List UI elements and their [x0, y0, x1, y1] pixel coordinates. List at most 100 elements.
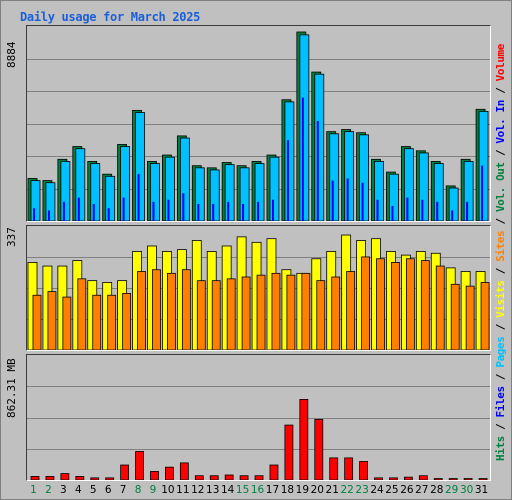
pages-bar [271, 199, 274, 221]
volume-bar [329, 457, 339, 480]
volume-bar [269, 464, 279, 480]
x-tick-label: 5 [89, 484, 97, 496]
files-bar [30, 180, 41, 221]
x-tick-label: 20 [310, 484, 324, 496]
files-bar [75, 148, 86, 221]
volume-bar [60, 473, 70, 480]
volume-bar [209, 475, 219, 480]
volume-bar [403, 476, 413, 480]
pages-bar [361, 182, 364, 221]
hits-axis-max-label: 8884 [5, 41, 18, 69]
sites-bar [480, 282, 490, 350]
sites-bar [331, 276, 341, 350]
pages-bar [346, 178, 349, 221]
legend-item: Files [494, 386, 507, 418]
x-tick-label: 15 [235, 484, 250, 496]
hits-files-pages-plot [27, 31, 490, 221]
x-tick-label: 31 [474, 484, 489, 496]
x-axis-day-labels: 1 2 3 4 5 6 7 8 9 10 11 12 13 14 15 16 17 18 19 20 21 22 23 24 2… [26, 484, 491, 498]
volume-bar [344, 457, 354, 480]
pages-bar [406, 197, 409, 221]
x-tick-label: 7 [119, 484, 127, 496]
legend-item: Visits [494, 281, 507, 319]
sites-bar [122, 293, 132, 350]
x-tick-label: 27 [415, 484, 429, 496]
files-bar [299, 34, 310, 221]
x-tick-label: 13 [206, 484, 220, 496]
files-bar [150, 163, 160, 221]
files-bar [165, 156, 175, 221]
legend-separator: / [494, 417, 507, 437]
x-tick-label: 25 [385, 484, 399, 496]
x-tick-label: 28 [430, 484, 444, 496]
files-bar [389, 173, 399, 221]
pages-bar [182, 193, 185, 221]
files-bar [284, 101, 295, 221]
x-tick-label: 22 [340, 484, 354, 496]
sites-bar [47, 291, 57, 350]
volume-bar [284, 424, 294, 480]
sites-bar [62, 296, 72, 350]
sites-bar [301, 272, 311, 350]
files-bar [90, 163, 101, 221]
files-bar [239, 167, 250, 221]
sites-bar [435, 265, 445, 350]
volume-bar [433, 478, 443, 480]
sites-bar [256, 274, 266, 350]
pages-bar [316, 121, 319, 221]
x-tick-label: 19 [295, 484, 310, 496]
files-bar [433, 163, 444, 221]
sites-bar [152, 269, 161, 350]
legend-separator: / [494, 212, 507, 232]
sites-bar [450, 283, 460, 350]
volume-bar [374, 477, 383, 480]
x-tick-label: 23 [355, 484, 369, 496]
x-tick-label: 12 [191, 484, 205, 496]
files-bar [45, 182, 56, 221]
chart-legend: Hits / Files / Pages / Visits / Sites / … [494, 25, 512, 481]
volume-bar [75, 476, 85, 480]
volume-bar [314, 418, 324, 480]
pages-bar [167, 199, 170, 221]
sites-bar [137, 271, 146, 350]
x-tick-label: 29 [445, 484, 459, 496]
files-bar [254, 163, 265, 221]
x-tick-label: 26 [400, 484, 414, 496]
volume-bar [389, 477, 398, 480]
legend-item: Volume [494, 44, 507, 82]
x-tick-label: 3 [60, 484, 67, 496]
pages-bar [107, 208, 110, 221]
files-bar [224, 164, 235, 221]
sites-bar [405, 258, 415, 350]
sites-bar [346, 271, 356, 350]
pages-bar [391, 206, 394, 221]
sites-bar [107, 294, 117, 350]
pages-bar [197, 203, 200, 221]
files-bar [344, 131, 355, 221]
volume-bar [150, 471, 159, 480]
chart-title: Daily usage for March 2025 [20, 10, 201, 24]
files-bar [418, 152, 429, 221]
files-bar [478, 111, 489, 221]
x-tick-label: 11 [176, 484, 190, 496]
pages-bar [376, 199, 379, 221]
volume-bar [179, 462, 189, 480]
volume-bar [463, 478, 473, 480]
volume-bar [299, 399, 309, 480]
pages-bar [122, 197, 125, 221]
files-bar [463, 161, 474, 221]
sites-bar [196, 280, 206, 350]
files-bar [105, 175, 116, 221]
x-tick-label: 16 [250, 484, 265, 496]
sites-bar [420, 260, 430, 350]
files-bar [194, 167, 205, 221]
sites-bar [77, 278, 87, 350]
x-tick-label: 8 [134, 484, 142, 496]
pages-bar [331, 180, 334, 221]
files-bar [329, 133, 340, 221]
volume-bar [45, 476, 55, 480]
files-bar [403, 148, 414, 221]
volume-bar [418, 475, 428, 480]
legend-separator: / [494, 144, 507, 163]
sites-bar [92, 294, 102, 350]
